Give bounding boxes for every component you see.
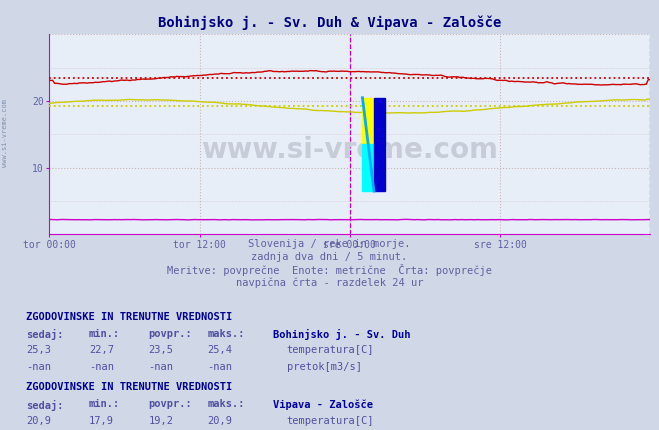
Text: maks.:: maks.: — [208, 329, 245, 339]
Text: 22,7: 22,7 — [89, 345, 114, 355]
Text: 19,2: 19,2 — [148, 416, 173, 426]
Text: sedaj:: sedaj: — [26, 329, 64, 340]
Text: 25,4: 25,4 — [208, 345, 233, 355]
Text: min.:: min.: — [89, 329, 120, 339]
Text: ZGODOVINSKE IN TRENUTNE VREDNOSTI: ZGODOVINSKE IN TRENUTNE VREDNOSTI — [26, 312, 233, 322]
Text: Meritve: povprečne  Enote: metrične  Črta: povprečje: Meritve: povprečne Enote: metrične Črta:… — [167, 264, 492, 276]
Text: temperatura[C]: temperatura[C] — [287, 416, 374, 426]
Text: povpr.:: povpr.: — [148, 399, 192, 409]
Text: Vipava - Zalošče: Vipava - Zalošče — [273, 399, 374, 410]
Text: -nan: -nan — [26, 362, 51, 372]
Text: 20,9: 20,9 — [208, 416, 233, 426]
Bar — [362, 144, 374, 191]
Text: -nan: -nan — [148, 362, 173, 372]
Text: zadnja dva dni / 5 minut.: zadnja dva dni / 5 minut. — [251, 252, 408, 261]
Bar — [362, 98, 374, 144]
Text: -nan: -nan — [89, 362, 114, 372]
Text: Slovenija / reke in morje.: Slovenija / reke in morje. — [248, 239, 411, 249]
Text: 25,3: 25,3 — [26, 345, 51, 355]
Text: ZGODOVINSKE IN TRENUTNE VREDNOSTI: ZGODOVINSKE IN TRENUTNE VREDNOSTI — [26, 382, 233, 392]
Text: sedaj:: sedaj: — [26, 399, 64, 411]
Text: Bohinjsko j. - Sv. Duh & Vipava - Zalošče: Bohinjsko j. - Sv. Duh & Vipava - Zalošč… — [158, 15, 501, 30]
Text: min.:: min.: — [89, 399, 120, 409]
Text: maks.:: maks.: — [208, 399, 245, 409]
Text: navpična črta - razdelek 24 ur: navpična črta - razdelek 24 ur — [236, 277, 423, 288]
Text: Bohinjsko j. - Sv. Duh: Bohinjsko j. - Sv. Duh — [273, 329, 411, 340]
Text: povpr.:: povpr.: — [148, 329, 192, 339]
Text: www.si-vreme.com: www.si-vreme.com — [202, 136, 498, 164]
Text: 20,9: 20,9 — [26, 416, 51, 426]
Text: 23,5: 23,5 — [148, 345, 173, 355]
Text: -nan: -nan — [208, 362, 233, 372]
Bar — [374, 98, 386, 191]
Text: temperatura[C]: temperatura[C] — [287, 345, 374, 355]
Text: www.si-vreme.com: www.si-vreme.com — [2, 99, 9, 167]
Text: 17,9: 17,9 — [89, 416, 114, 426]
Text: pretok[m3/s]: pretok[m3/s] — [287, 362, 362, 372]
